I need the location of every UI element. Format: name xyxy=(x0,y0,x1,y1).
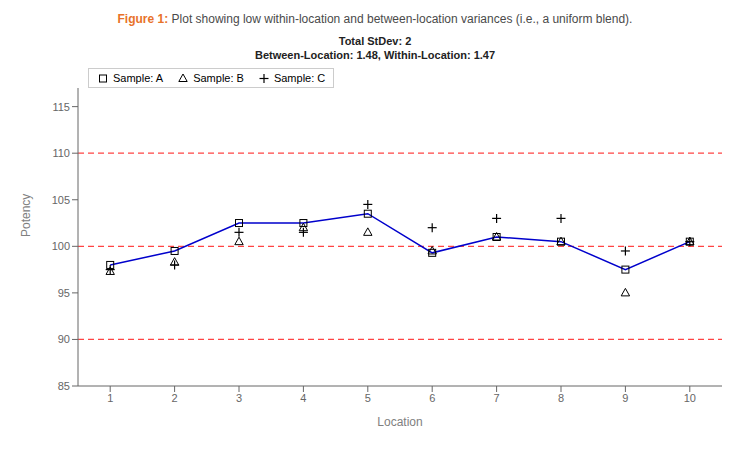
svg-text:Location: Location xyxy=(377,415,422,429)
svg-text:5: 5 xyxy=(365,392,371,404)
html-text:Sample: B: Sample: B xyxy=(193,72,244,84)
svg-text:2: 2 xyxy=(172,392,178,404)
svg-text:1: 1 xyxy=(107,392,113,404)
svg-text:10: 10 xyxy=(684,392,696,404)
html-text:Between-Location: 1.48, Within: Between-Location: 1.48, Within-Location:… xyxy=(255,49,495,61)
svg-text:4: 4 xyxy=(300,392,306,404)
svg-text:95: 95 xyxy=(58,287,70,299)
svg-text:105: 105 xyxy=(52,194,70,206)
html-text:Figure 1: Plot showing low wit: Figure 1: Plot showing low within-locati… xyxy=(117,12,633,26)
svg-text:3: 3 xyxy=(236,392,242,404)
html-text:Total StDev: 2: Total StDev: 2 xyxy=(338,35,412,47)
svg-text:100: 100 xyxy=(52,240,70,252)
svg-text:115: 115 xyxy=(52,101,70,113)
html-text:Sample: C: Sample: C xyxy=(273,72,326,84)
svg-text:8: 8 xyxy=(558,392,564,404)
svg-text:85: 85 xyxy=(58,380,70,392)
svg-text:Potency: Potency xyxy=(19,194,33,237)
svg-text:7: 7 xyxy=(494,392,500,404)
svg-text:90: 90 xyxy=(58,333,70,345)
svg-text:6: 6 xyxy=(429,392,435,404)
svg-text:9: 9 xyxy=(622,392,628,404)
html-text:Sample: A: Sample: A xyxy=(113,72,164,84)
svg-text:110: 110 xyxy=(52,147,70,159)
